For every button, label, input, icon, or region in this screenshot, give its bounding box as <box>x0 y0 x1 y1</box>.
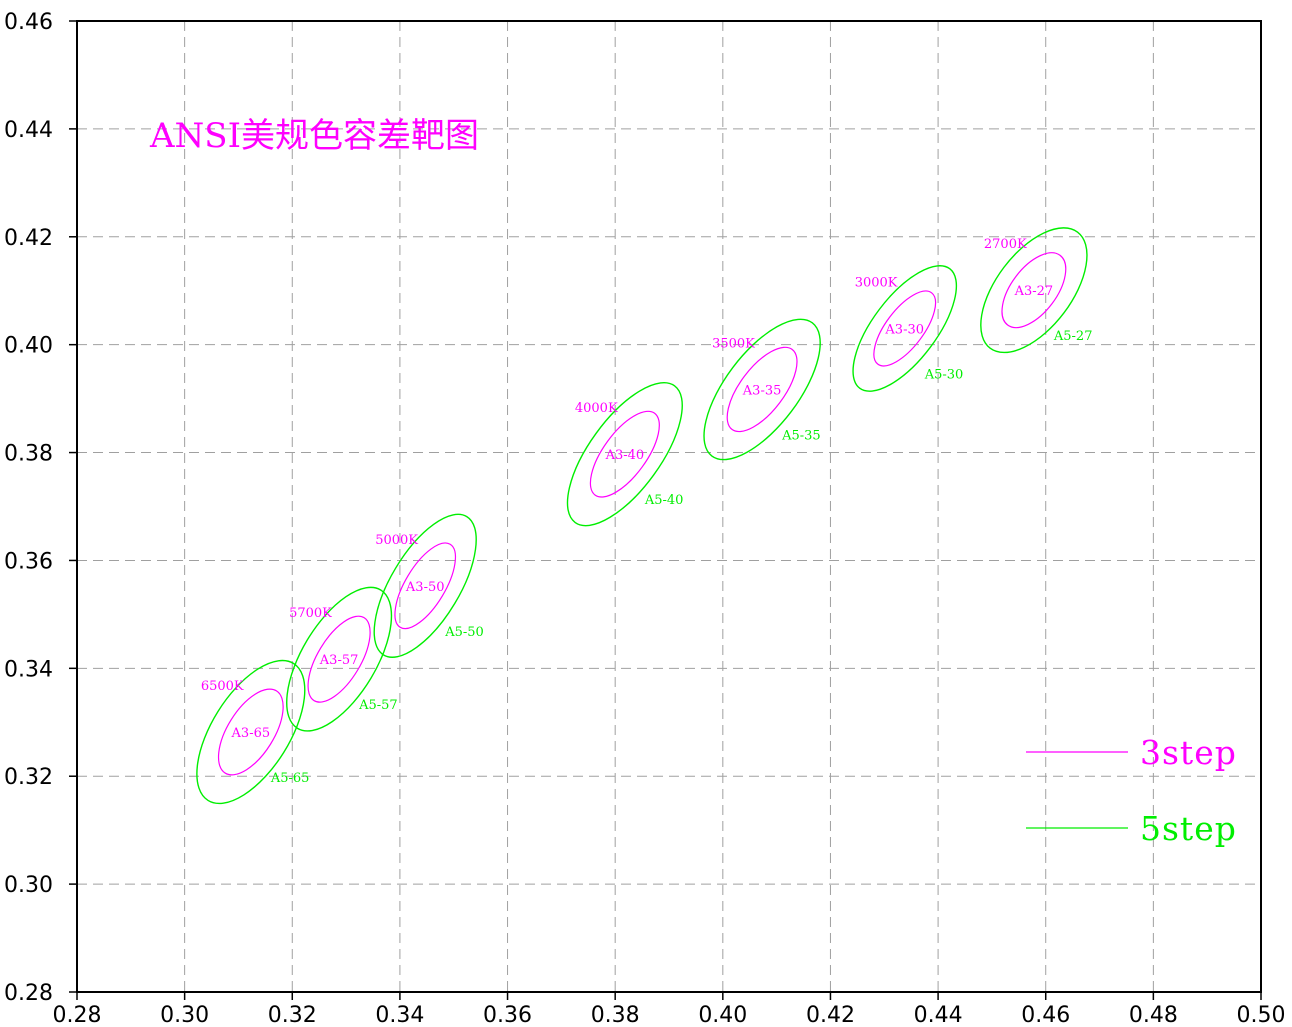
ellipse-3step <box>217 688 284 776</box>
label-5step: A5-40 <box>644 493 684 508</box>
ellipse-5step <box>196 659 306 805</box>
label-5step: A5-35 <box>781 428 821 443</box>
ellipse-5step <box>980 227 1088 354</box>
legend-label-5step: 5step <box>1140 809 1237 848</box>
y-axis: 0.28 0.30 0.32 0.34 0.36 0.38 0.40 0.42 0.44 0.46 <box>4 10 77 1006</box>
cct-label: 5000K <box>375 533 418 548</box>
label-3step: A3-57 <box>319 653 359 668</box>
ellipse-5step <box>852 265 958 392</box>
x-tick-label: 0.32 <box>268 1003 317 1027</box>
label-3step: A3-50 <box>405 580 445 595</box>
x-tick-label: 0.50 <box>1237 1003 1286 1027</box>
tolerance-ellipses: A3-65 A5-65 6500K A3-57 A5-57 5700K A3-50 A5-50… <box>196 227 1093 805</box>
x-tick-label: 0.36 <box>483 1003 532 1027</box>
label-5step: A5-27 <box>1053 329 1093 344</box>
y-tick-label: 0.34 <box>4 657 53 682</box>
target-5700k: A3-57 A5-57 5700K <box>286 586 398 732</box>
cct-label: 4000K <box>575 401 618 416</box>
grid-lines <box>77 21 1261 992</box>
legend: 3step 5step <box>1026 733 1237 848</box>
x-tick-label: 0.46 <box>1021 1003 1070 1027</box>
x-tick-label: 0.44 <box>914 1003 963 1027</box>
chart-title: ANSI美规色容差靶图 <box>149 116 479 156</box>
ellipse-3step <box>589 410 660 498</box>
label-5step: A5-50 <box>444 625 484 640</box>
label-3step: A3-40 <box>605 448 645 463</box>
ellipse-3step <box>307 615 371 703</box>
ellipse-5step <box>566 381 683 527</box>
y-tick-label: 0.42 <box>4 226 53 251</box>
label-5step: A5-65 <box>270 771 310 786</box>
ellipse-5step <box>703 318 821 461</box>
x-axis: 0.28 0.30 0.32 0.34 0.36 0.38 0.40 0.42 0.44 0.46… <box>53 992 1286 1027</box>
label-3step: A3-35 <box>742 383 782 398</box>
cct-label: 6500K <box>201 679 244 694</box>
y-tick-label: 0.30 <box>4 873 53 898</box>
cct-label: 2700K <box>984 237 1027 252</box>
cct-label: 5700K <box>289 606 332 621</box>
ellipse-3step <box>1001 252 1067 329</box>
y-tick-label: 0.40 <box>4 334 53 359</box>
plot-area-frame <box>76 20 1262 993</box>
target-6500k: A3-65 A5-65 6500K <box>196 659 310 805</box>
cct-label: 3000K <box>855 275 898 290</box>
label-3step: A3-65 <box>231 726 271 741</box>
x-tick-label: 0.48 <box>1129 1003 1178 1027</box>
target-2700k: A3-27 A5-27 2700K <box>980 227 1093 354</box>
x-tick-label: 0.40 <box>698 1003 747 1027</box>
label-3step: A3-30 <box>884 322 924 337</box>
ellipse-3step <box>726 346 798 433</box>
x-tick-label: 0.38 <box>591 1003 640 1027</box>
label-5step: A5-57 <box>358 698 398 713</box>
label-3step: A3-27 <box>1014 284 1054 299</box>
ellipse-3step <box>873 290 937 367</box>
x-tick-label: 0.42 <box>806 1003 855 1027</box>
label-5step: A5-30 <box>924 367 964 382</box>
cct-label: 3500K <box>712 336 755 351</box>
target-3000k: A3-30 A5-30 3000K <box>852 265 964 392</box>
ellipse-3step <box>394 542 457 630</box>
target-5000k: A3-50 A5-50 5000K <box>373 513 484 658</box>
ellipse-5step <box>286 586 393 732</box>
x-tick-label: 0.28 <box>53 1003 102 1027</box>
target-3500k: A3-35 A5-35 3500K <box>703 318 821 461</box>
ellipse-5step <box>373 513 477 658</box>
x-tick-label: 0.34 <box>375 1003 424 1027</box>
y-tick-label: 0.38 <box>4 442 53 467</box>
y-tick-label: 0.44 <box>4 118 53 143</box>
x-tick-label: 0.30 <box>160 1003 209 1027</box>
y-tick-label: 0.28 <box>4 981 53 1006</box>
legend-label-3step: 3step <box>1140 733 1237 772</box>
y-tick-label: 0.36 <box>4 549 53 574</box>
y-tick-label: 0.32 <box>4 765 53 790</box>
target-4000k: A3-40 A5-40 4000K <box>566 381 684 527</box>
y-tick-label: 0.46 <box>4 10 53 35</box>
